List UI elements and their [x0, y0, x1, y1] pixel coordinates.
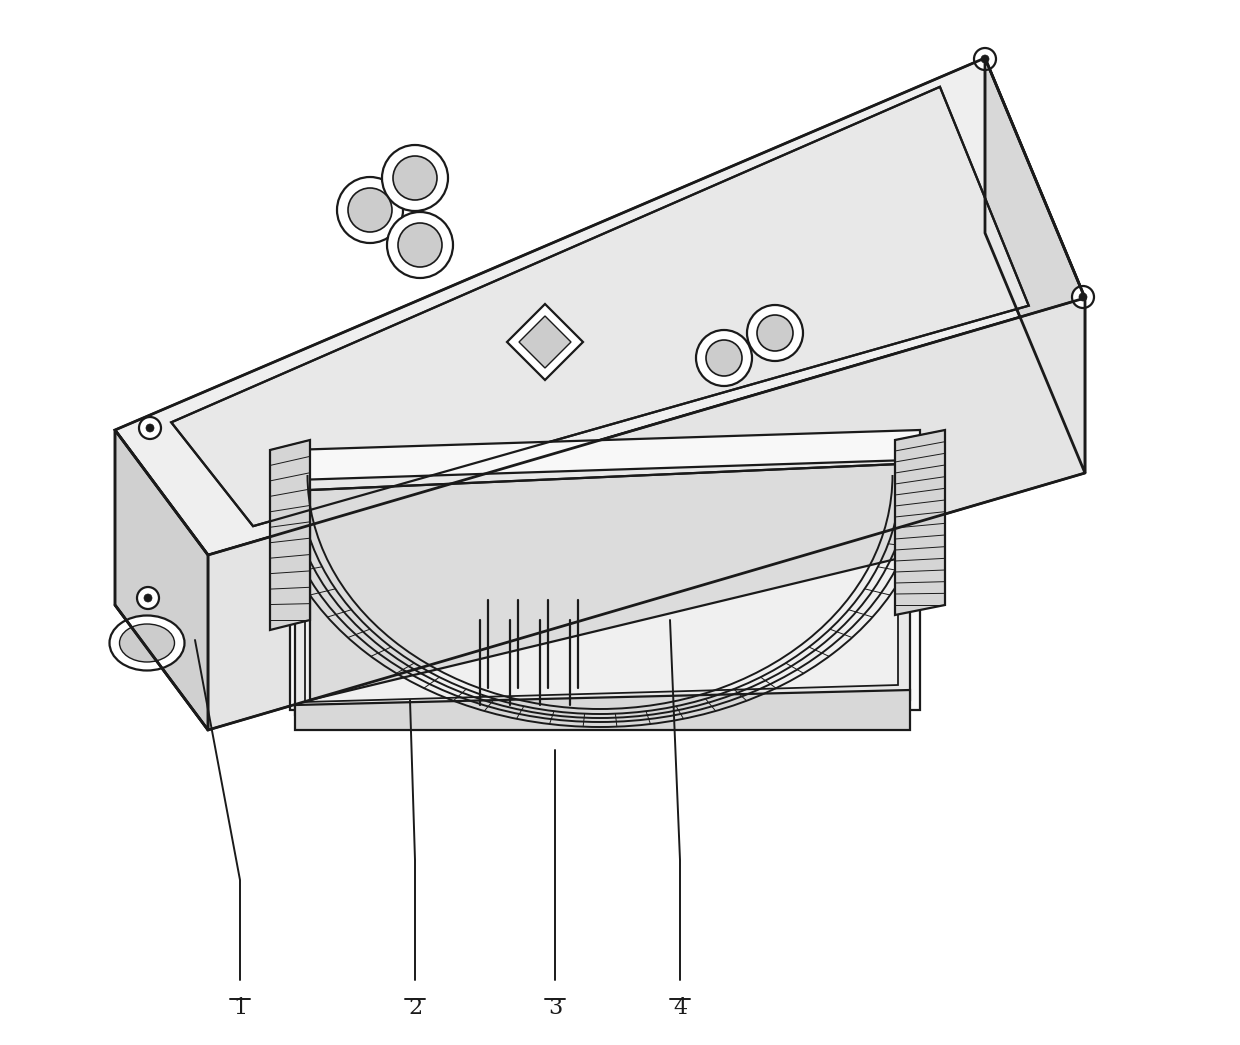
- Circle shape: [136, 587, 159, 609]
- Circle shape: [756, 315, 794, 351]
- Circle shape: [144, 594, 153, 602]
- Polygon shape: [310, 464, 900, 700]
- Circle shape: [146, 424, 154, 432]
- Circle shape: [1079, 293, 1087, 301]
- Polygon shape: [115, 429, 208, 730]
- Polygon shape: [507, 304, 583, 380]
- Polygon shape: [270, 440, 310, 630]
- Circle shape: [382, 145, 448, 211]
- Ellipse shape: [119, 624, 175, 661]
- Circle shape: [387, 212, 453, 278]
- Circle shape: [348, 188, 392, 232]
- Text: 4: 4: [673, 997, 687, 1019]
- Polygon shape: [295, 460, 910, 715]
- Circle shape: [337, 177, 403, 243]
- Polygon shape: [520, 316, 570, 368]
- Text: 1: 1: [233, 997, 247, 1019]
- Circle shape: [393, 156, 436, 200]
- Polygon shape: [895, 429, 945, 616]
- Text: 2: 2: [408, 997, 422, 1019]
- Polygon shape: [208, 298, 1085, 730]
- Circle shape: [973, 48, 996, 70]
- Circle shape: [398, 223, 441, 268]
- Polygon shape: [295, 690, 910, 730]
- Polygon shape: [115, 59, 1085, 555]
- Circle shape: [696, 330, 751, 386]
- Circle shape: [706, 340, 742, 376]
- Circle shape: [746, 305, 804, 361]
- Circle shape: [1073, 286, 1094, 308]
- Circle shape: [139, 417, 161, 439]
- Text: 3: 3: [548, 997, 562, 1019]
- Circle shape: [981, 55, 990, 63]
- Polygon shape: [171, 87, 1029, 527]
- Polygon shape: [305, 475, 898, 702]
- Ellipse shape: [109, 616, 185, 671]
- Polygon shape: [290, 429, 920, 710]
- Polygon shape: [985, 59, 1085, 473]
